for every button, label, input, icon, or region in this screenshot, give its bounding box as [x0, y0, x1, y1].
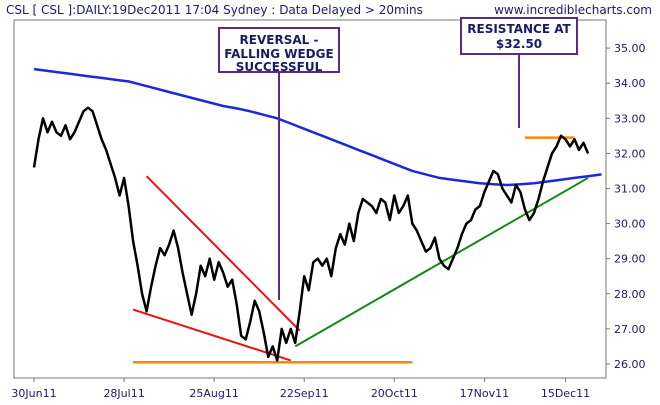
- y-tick-label: 30.00: [614, 218, 646, 231]
- resistance-annotation: RESISTANCE AT $32.50: [460, 17, 578, 128]
- reversal-label-line2: FALLING WEDGE: [224, 47, 333, 61]
- y-tick-label: 31.00: [614, 182, 646, 195]
- falling-wedge-upper-line: [145, 175, 301, 332]
- price-line: [32, 106, 590, 362]
- x-tick-label: 25Aug11: [189, 387, 238, 400]
- tick-layer: 26.00 27.00 28.00 29.00 30.00 31.00 32.00 33.00…: [11, 42, 645, 400]
- plot-frame: [13, 19, 607, 379]
- reversal-annotation: REVERSAL - FALLING WEDGE SUCCESSFUL: [218, 27, 340, 300]
- axes-layer: [13, 19, 607, 379]
- chart-title: CSL [ CSL ]:DAILY:19Dec2011 17:04 Sydney…: [6, 3, 423, 17]
- x-tick-label: 28Jul11: [103, 387, 144, 400]
- moving-average-line: [33, 67, 602, 187]
- resistance-box: [460, 17, 578, 55]
- y-tick-label: 32.00: [614, 147, 646, 160]
- x-tick-label: 17Nov11: [460, 387, 509, 400]
- resistance-label-line1: RESISTANCE AT: [467, 22, 571, 36]
- y-tick-label: 27.00: [614, 323, 646, 336]
- x-tick-label: 30Jun11: [11, 387, 56, 400]
- y-tick-label: 29.00: [614, 253, 646, 266]
- x-tick-label: 20Oct11: [371, 387, 418, 400]
- y-tick-label: 28.00: [614, 288, 646, 301]
- y-tick-label: 34.00: [614, 77, 646, 90]
- x-tick-label: 15Dec11: [541, 387, 590, 400]
- reversal-label-line1: REVERSAL -: [240, 33, 319, 47]
- lines-layer: [32, 67, 602, 364]
- reversal-box: [218, 27, 340, 73]
- reversal-label-line3: SUCCESSFUL: [236, 60, 323, 74]
- x-tick-label: 22Sep11: [280, 387, 329, 400]
- falling-wedge-lower-line: [132, 308, 292, 362]
- resistance-label-line2: $32.50: [496, 37, 542, 51]
- site-watermark: www.incrediblecharts.com: [494, 3, 652, 17]
- y-tick-label: 26.00: [614, 358, 646, 371]
- y-tick-label: 33.00: [614, 112, 646, 125]
- y-tick-label: 35.00: [614, 42, 646, 55]
